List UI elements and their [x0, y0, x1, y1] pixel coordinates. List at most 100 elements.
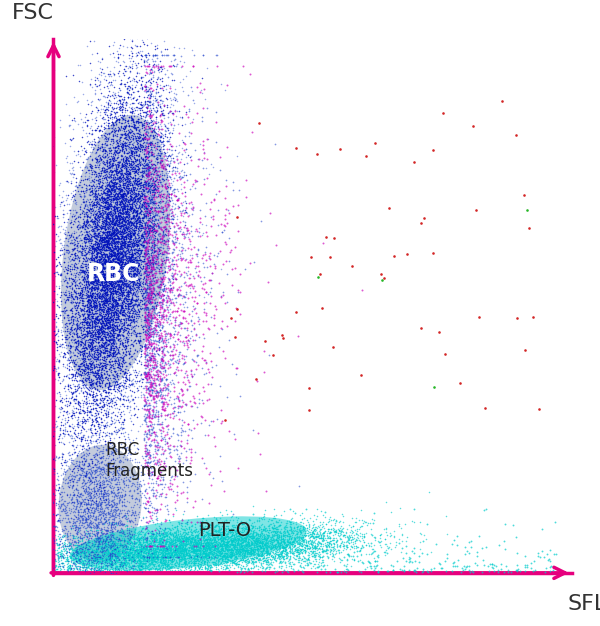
- Point: [265, 547, 275, 557]
- Point: [139, 228, 149, 238]
- Point: [147, 550, 157, 560]
- Point: [86, 348, 96, 358]
- Point: [95, 406, 104, 416]
- Point: [142, 324, 151, 334]
- Point: [161, 210, 171, 220]
- Point: [209, 535, 218, 545]
- Point: [161, 224, 170, 234]
- Point: [235, 546, 244, 556]
- Point: [140, 194, 150, 204]
- Point: [149, 391, 158, 401]
- Point: [72, 371, 82, 381]
- Point: [135, 370, 145, 380]
- Point: [148, 546, 157, 556]
- Point: [97, 501, 106, 511]
- Point: [72, 240, 82, 250]
- Point: [150, 272, 160, 282]
- Point: [142, 117, 151, 127]
- Point: [89, 189, 99, 199]
- Point: [267, 543, 277, 553]
- Point: [94, 69, 104, 79]
- Point: [227, 547, 237, 557]
- Point: [257, 550, 267, 560]
- Point: [193, 154, 202, 164]
- Point: [238, 535, 248, 545]
- Point: [112, 252, 121, 262]
- Point: [76, 249, 86, 259]
- Point: [78, 317, 88, 327]
- Point: [85, 245, 95, 255]
- Point: [56, 552, 65, 562]
- Point: [191, 545, 201, 555]
- Point: [101, 323, 111, 333]
- Point: [201, 542, 211, 552]
- Point: [224, 531, 233, 541]
- Point: [100, 131, 110, 141]
- Point: [100, 373, 110, 383]
- Point: [104, 78, 114, 88]
- Point: [169, 120, 178, 130]
- Point: [104, 236, 114, 246]
- Point: [79, 507, 88, 517]
- Point: [165, 184, 175, 194]
- Point: [200, 211, 210, 221]
- Point: [209, 567, 219, 577]
- Point: [187, 254, 197, 264]
- Point: [144, 544, 154, 554]
- Point: [133, 181, 142, 191]
- Point: [96, 257, 106, 267]
- Point: [115, 213, 125, 223]
- Point: [259, 540, 269, 550]
- Point: [67, 538, 76, 548]
- Point: [167, 170, 176, 180]
- Point: [233, 212, 242, 222]
- Point: [107, 526, 117, 536]
- Point: [126, 232, 136, 242]
- Point: [259, 525, 268, 535]
- Point: [121, 373, 131, 383]
- Point: [85, 568, 94, 578]
- Point: [106, 227, 116, 237]
- Point: [167, 552, 176, 562]
- Point: [88, 342, 98, 352]
- Point: [215, 540, 224, 550]
- Point: [101, 260, 111, 270]
- Point: [84, 200, 94, 210]
- Point: [89, 545, 99, 555]
- Point: [213, 541, 223, 552]
- Point: [98, 567, 108, 577]
- Point: [132, 162, 142, 172]
- Point: [117, 229, 127, 239]
- Point: [232, 543, 242, 553]
- Point: [69, 580, 79, 590]
- Point: [94, 509, 104, 519]
- Point: [120, 265, 130, 275]
- Point: [181, 551, 190, 561]
- Point: [143, 546, 152, 557]
- Point: [88, 298, 98, 308]
- Point: [157, 50, 166, 60]
- Point: [97, 524, 106, 534]
- Point: [56, 389, 65, 399]
- Point: [208, 538, 217, 548]
- Point: [341, 564, 351, 574]
- Point: [94, 422, 104, 432]
- Point: [113, 258, 122, 268]
- Point: [119, 183, 129, 193]
- Point: [113, 371, 122, 381]
- Point: [74, 543, 84, 553]
- Point: [76, 288, 86, 298]
- Point: [122, 190, 131, 200]
- Point: [265, 558, 275, 568]
- Point: [173, 521, 182, 531]
- Point: [109, 295, 119, 305]
- Point: [102, 160, 112, 170]
- Point: [147, 222, 157, 232]
- Point: [136, 297, 145, 307]
- Point: [142, 259, 151, 269]
- Point: [87, 544, 97, 554]
- Point: [114, 355, 124, 365]
- Point: [136, 500, 145, 510]
- Point: [98, 384, 108, 394]
- Point: [85, 212, 95, 222]
